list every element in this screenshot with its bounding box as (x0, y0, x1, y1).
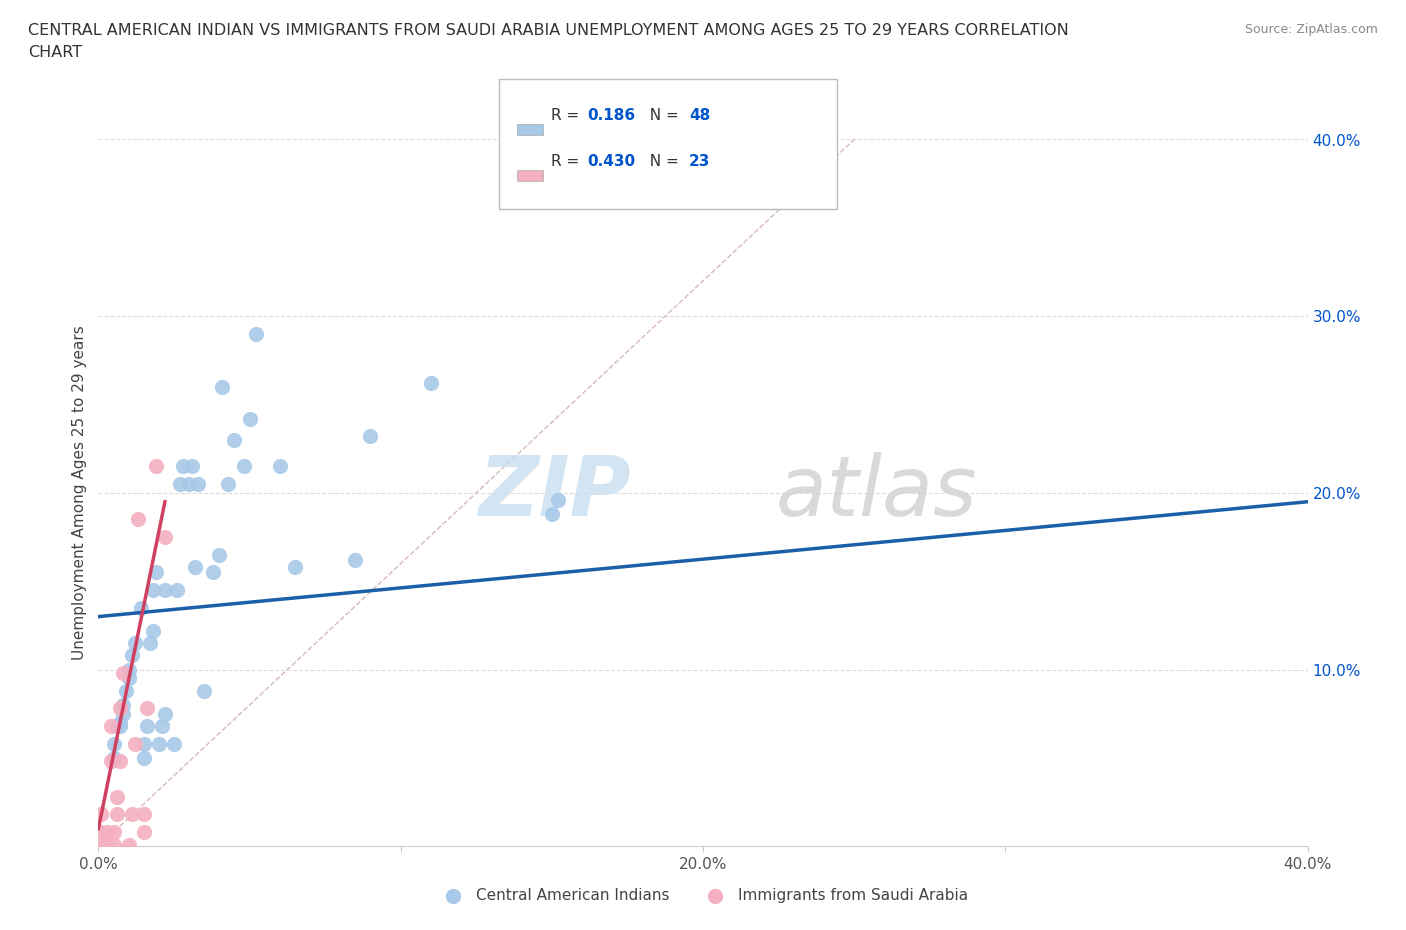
Point (142, 623, 165, 638)
Point (181, 459, 204, 474)
Point (239, 411, 262, 426)
Point (193, 684, 215, 698)
Point (111, 666, 134, 681)
Point (103, 737, 125, 751)
Point (284, 560, 307, 575)
Point (124, 737, 146, 751)
Point (142, 582, 165, 598)
Point (118, 837, 141, 852)
Point (172, 459, 194, 474)
Text: ZIP: ZIP (478, 452, 630, 534)
Point (187, 477, 209, 492)
Point (121, 648, 143, 663)
Text: CENTRAL AMERICAN INDIAN VS IMMIGRANTS FROM SAUDI ARABIA UNEMPLOYMENT AMONG AGES : CENTRAL AMERICAN INDIAN VS IMMIGRANTS FR… (28, 23, 1069, 38)
Point (108, 715, 131, 730)
Point (90, 825, 112, 840)
Text: N =: N = (640, 154, 683, 169)
Point (179, 477, 201, 492)
Text: R =: R = (551, 108, 585, 123)
Legend: Central American Indians, Immigrants from Saudi Arabia: Central American Indians, Immigrants fro… (432, 883, 974, 910)
Point (124, 636, 146, 651)
Point (105, 790, 128, 804)
Point (118, 662, 141, 677)
Point (135, 701, 157, 716)
Point (547, 493, 569, 508)
Point (118, 671, 141, 686)
Point (127, 512, 149, 527)
Point (132, 751, 155, 765)
Point (420, 376, 443, 391)
Y-axis label: Unemployment Among Ages 25 to 29 years: Unemployment Among Ages 25 to 29 years (72, 326, 87, 660)
Point (145, 459, 167, 474)
Point (114, 684, 136, 698)
Text: 23: 23 (689, 154, 710, 169)
Text: N =: N = (640, 108, 683, 123)
Point (103, 751, 125, 765)
Point (153, 707, 176, 722)
Point (217, 477, 239, 492)
Point (129, 601, 152, 616)
Point (108, 719, 131, 734)
Text: R =: R = (551, 154, 585, 169)
Point (344, 552, 367, 567)
Point (145, 565, 167, 580)
Point (100, 754, 122, 769)
Point (166, 582, 188, 598)
Point (132, 825, 155, 840)
Point (111, 698, 134, 712)
Point (96, 837, 118, 852)
Point (232, 459, 254, 474)
Point (202, 565, 225, 580)
Text: 48: 48 (689, 108, 710, 123)
Point (96, 825, 118, 840)
Point (135, 719, 157, 734)
Point (103, 825, 125, 840)
Point (169, 477, 191, 492)
Point (148, 737, 170, 751)
Point (139, 636, 162, 651)
Text: 0.430: 0.430 (588, 154, 636, 169)
Point (121, 807, 143, 822)
Point (105, 807, 128, 822)
Point (100, 719, 122, 734)
Point (245, 326, 267, 341)
Point (108, 754, 131, 769)
Point (224, 432, 246, 447)
Point (90, 807, 112, 822)
Point (150, 719, 173, 734)
Text: atlas: atlas (776, 452, 977, 534)
Text: Source: ZipAtlas.com: Source: ZipAtlas.com (1244, 23, 1378, 36)
Point (163, 737, 186, 751)
Point (211, 379, 233, 394)
Point (360, 429, 382, 444)
Point (269, 459, 291, 474)
Point (105, 719, 128, 734)
Point (132, 737, 155, 751)
Point (208, 547, 231, 562)
Text: CHART: CHART (28, 45, 82, 60)
Point (132, 807, 155, 822)
Point (184, 560, 207, 575)
Point (153, 582, 176, 598)
Point (540, 507, 562, 522)
Point (111, 707, 134, 722)
Point (103, 837, 125, 852)
Point (153, 530, 176, 545)
Text: 0.186: 0.186 (588, 108, 636, 123)
Point (108, 701, 131, 716)
Point (90, 837, 112, 852)
